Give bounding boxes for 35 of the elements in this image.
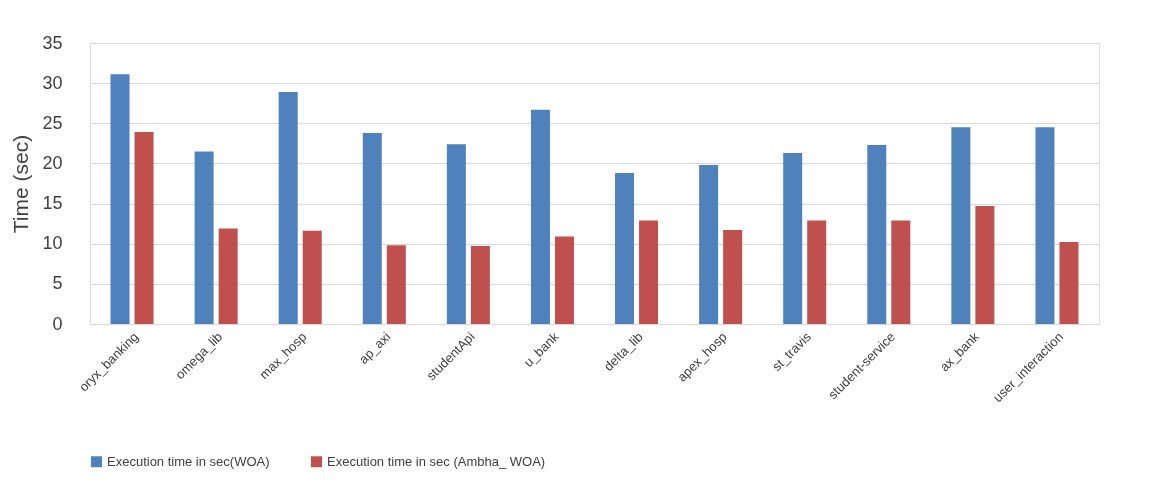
bar <box>194 151 214 324</box>
bar <box>110 74 130 324</box>
bar <box>891 220 911 324</box>
legend-label: Execution time in sec(WOA) <box>107 453 270 469</box>
bar <box>951 127 971 324</box>
bar <box>1035 127 1055 324</box>
bar <box>470 246 490 324</box>
bar <box>807 220 827 324</box>
bar <box>1059 242 1079 324</box>
y-tick-label: 0 <box>52 313 63 334</box>
y-tick-label: 5 <box>52 273 63 294</box>
bar <box>783 152 803 324</box>
bar <box>554 236 574 324</box>
bar <box>134 132 154 324</box>
y-tick-label: 20 <box>42 152 63 173</box>
y-tick-label: 15 <box>42 193 63 214</box>
bar <box>615 173 635 324</box>
bar <box>530 109 550 324</box>
bar <box>302 230 322 324</box>
y-tick-label: 10 <box>42 233 63 254</box>
bar <box>362 132 382 324</box>
bar <box>386 245 406 324</box>
bar <box>278 91 298 324</box>
bar <box>699 165 719 324</box>
bar <box>975 205 995 324</box>
y-tick-label: 35 <box>42 32 63 53</box>
bar <box>639 220 659 324</box>
bar <box>446 144 466 324</box>
bar <box>218 228 238 324</box>
legend-label: Execution time in sec (Ambha_ WOA) <box>327 453 546 469</box>
y-tick-label: 25 <box>42 112 63 133</box>
bar <box>723 230 743 324</box>
y-tick-label: 30 <box>42 72 63 93</box>
y-axis-title: Time (sec) <box>9 134 33 234</box>
bar <box>867 144 887 324</box>
